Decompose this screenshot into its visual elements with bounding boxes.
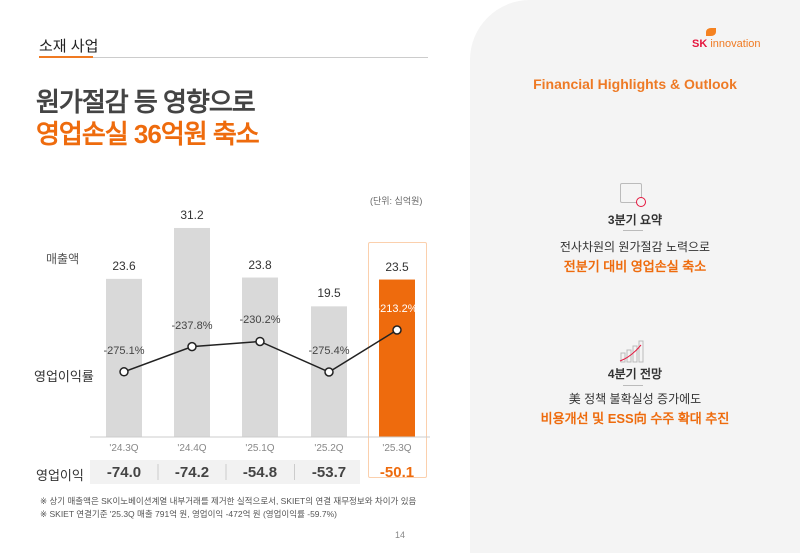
category-label: '25.3Q: [382, 443, 412, 454]
table-row-bg: [90, 460, 360, 484]
bar-2: [242, 277, 278, 437]
logo-text: innovation: [710, 38, 761, 50]
margin-point-0: [119, 367, 129, 377]
block2-title: 4분기 전망: [607, 367, 663, 381]
note-2: ※ SKIET 연결기준 '25.3Q 매출 791억 원, 영업이익 -472…: [40, 509, 338, 519]
note-1: ※ 상기 매출액은 SK이노베이션계열 내부거래를 제거한 실적으로서, SKI…: [40, 496, 417, 506]
bar-0: [106, 278, 142, 437]
butterfly-icon: [706, 28, 716, 36]
unit-label: (단위: 십억원): [370, 196, 423, 206]
bar-1: [174, 227, 210, 437]
divider: [39, 57, 428, 58]
chart-svg: [90, 227, 430, 480]
block1-line1: 전사차원의 원가절감 노력으로: [559, 240, 711, 254]
margin-value-label: -213.2%: [376, 303, 418, 315]
block2-divider: [623, 385, 643, 386]
highlight-box: [368, 242, 427, 478]
operating-profit-cell: -54.8: [242, 464, 278, 481]
growth-chart-icon: [619, 340, 644, 363]
block1-divider: [623, 230, 643, 231]
block1-title: 3분기 요약: [607, 213, 663, 227]
bar-value-label: 23.8: [248, 257, 272, 272]
margin-value-label: -275.4%: [308, 345, 350, 357]
logo-sk: SK: [692, 38, 708, 50]
page-number: 14: [395, 530, 406, 540]
margin-value-label: -230.2%: [239, 314, 281, 327]
margin-point-4: [392, 325, 402, 335]
block2-line1: 美 정책 불확실성 증가에도: [568, 392, 702, 406]
bar-value-label: 19.5: [317, 286, 341, 301]
right-heading: Financial Highlights & Outlook: [533, 76, 737, 92]
category-label: '25.1Q: [245, 443, 275, 454]
series-label-revenue: 매출액: [46, 252, 80, 266]
margin-point-1: [187, 341, 197, 352]
category-label: '24.3Q: [109, 443, 139, 454]
operating-profit-cell: -50.1: [379, 464, 415, 481]
bar-4: [379, 279, 415, 437]
category-label: '24.4Q: [177, 443, 207, 454]
divider-accent: [39, 56, 93, 58]
bar-value-label: 31.2: [180, 207, 204, 222]
operating-profit-cell: -74.0: [106, 464, 142, 481]
table-label: 영업이익: [36, 468, 84, 483]
section-label: 소재 사업: [39, 38, 99, 55]
title-line-1: 원가절감 등 영향으로: [36, 87, 256, 117]
sk-innovation-logo: SK innovation: [692, 38, 761, 50]
margin-point-3: [324, 367, 334, 377]
operating-profit-cell: -74.2: [174, 464, 210, 481]
margin-value-label: -275.1%: [103, 344, 145, 357]
right-panel: [470, 0, 800, 553]
bar-value-label: 23.5: [385, 259, 409, 274]
category-label: '25.2Q: [314, 443, 344, 454]
block2-line2: 비용개선 및 ESS向 수주 확대 추진: [540, 411, 730, 426]
title-line-2: 영업손실 36억원 축소: [36, 119, 260, 149]
calendar-dollar-icon: [620, 183, 646, 207]
margin-value-label: -237.8%: [171, 319, 213, 332]
bar-value-label: 23.6: [112, 258, 136, 273]
block1-line2: 전분기 대비 영업손실 축소: [563, 259, 707, 274]
series-label-margin: 영업이익률: [34, 369, 94, 384]
operating-profit-cell: -53.7: [311, 464, 347, 481]
margin-point-2: [255, 336, 265, 347]
